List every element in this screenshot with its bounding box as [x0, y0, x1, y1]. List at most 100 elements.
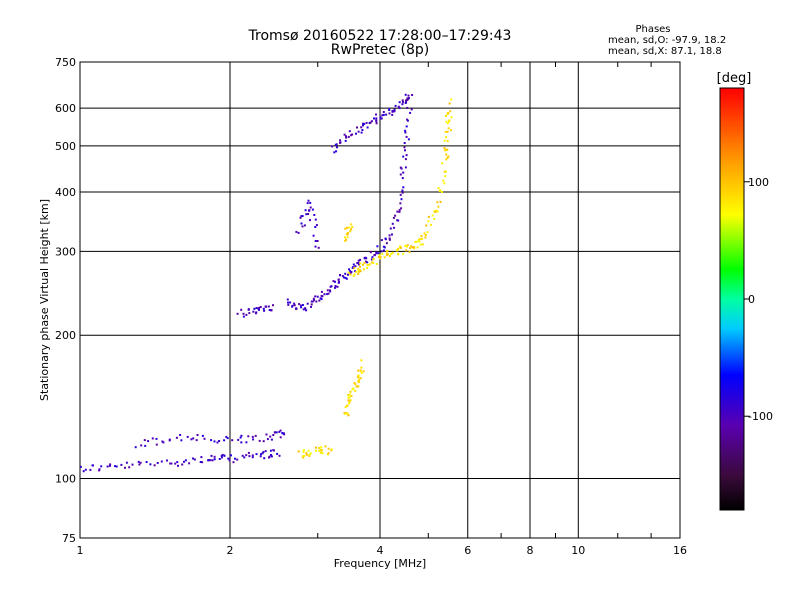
- o-mode-point: [218, 440, 221, 442]
- x-mode-point: [446, 148, 449, 151]
- o-mode-point: [315, 300, 318, 303]
- o-mode-point: [151, 437, 154, 440]
- o-mode-point: [404, 129, 407, 132]
- o-mode-point: [393, 110, 396, 113]
- o-mode-point: [216, 441, 219, 444]
- o-mode-point: [128, 466, 131, 469]
- o-mode-point: [254, 434, 257, 437]
- x-mode-point: [450, 116, 453, 119]
- x-mode-point: [346, 226, 349, 229]
- o-mode-point: [360, 126, 363, 129]
- o-mode-point: [168, 438, 171, 441]
- o-mode-point: [177, 464, 179, 467]
- o-mode-point: [281, 432, 284, 435]
- o-mode-point: [314, 245, 317, 248]
- x-mode-point: [344, 239, 347, 242]
- x-mode-point: [349, 399, 352, 402]
- o-mode-point: [192, 457, 194, 460]
- o-mode-point: [311, 208, 314, 211]
- o-mode-point: [317, 246, 320, 249]
- o-mode-point: [312, 234, 315, 237]
- o-mode-point: [313, 299, 315, 302]
- x-mode-point: [320, 449, 323, 452]
- o-mode-point: [320, 290, 323, 293]
- o-mode-point: [267, 305, 270, 308]
- o-mode-point: [291, 304, 294, 307]
- o-mode-point: [334, 285, 337, 288]
- o-mode-point: [383, 246, 386, 249]
- o-mode-point: [411, 94, 414, 96]
- o-mode-point: [400, 167, 403, 170]
- x-mode-point: [327, 452, 330, 455]
- x-mode-point: [417, 238, 420, 241]
- o-mode-point: [269, 435, 272, 438]
- x-mode-point: [414, 241, 417, 243]
- x-mode-point: [359, 270, 362, 273]
- o-mode-point: [397, 105, 400, 108]
- y-axis-ticks: 75 100 200 300 400 500 600 750: [55, 56, 76, 545]
- o-mode-point: [305, 309, 308, 312]
- o-mode-point: [409, 111, 412, 114]
- o-mode-point: [320, 294, 323, 297]
- x-mode-point: [372, 258, 375, 261]
- o-mode-point: [203, 437, 206, 440]
- o-mode-point: [261, 452, 264, 455]
- o-mode-point: [174, 462, 177, 465]
- o-mode-point: [279, 429, 282, 432]
- o-mode-point: [327, 292, 330, 295]
- o-mode-point: [357, 262, 360, 264]
- x-mode-point: [354, 389, 357, 392]
- o-mode-point: [375, 119, 378, 122]
- o-mode-point: [380, 117, 383, 120]
- o-mode-point: [308, 209, 311, 212]
- y-tick-label: 500: [55, 140, 76, 153]
- o-mode-point: [241, 454, 244, 457]
- o-mode-point: [251, 435, 254, 438]
- x-mode-point: [447, 112, 450, 114]
- grid-lines: [80, 62, 680, 538]
- o-mode-point: [382, 113, 385, 116]
- o-mode-point: [373, 117, 375, 120]
- o-mode-point: [396, 210, 399, 213]
- o-mode-point: [334, 286, 337, 289]
- o-mode-point: [193, 458, 196, 461]
- x-mode-point: [386, 250, 389, 252]
- x-mode-point: [446, 140, 449, 143]
- o-mode-point: [247, 451, 250, 454]
- x-mode-point: [449, 110, 452, 113]
- o-mode-point: [369, 251, 372, 254]
- o-mode-point: [336, 285, 339, 288]
- o-mode-point: [301, 225, 304, 228]
- o-mode-point: [200, 456, 203, 459]
- o-mode-point: [140, 444, 143, 447]
- o-mode-point: [166, 459, 168, 462]
- o-mode-point: [375, 251, 378, 254]
- o-mode-point: [349, 270, 352, 273]
- o-mode-point: [311, 300, 314, 303]
- x-mode-point: [308, 453, 311, 456]
- x-mode-point: [379, 257, 382, 260]
- x-mode-point: [434, 211, 437, 213]
- colorbar-tick-label: -100: [748, 410, 773, 423]
- x-tick-label: 2: [227, 544, 234, 557]
- o-mode-point: [345, 135, 347, 138]
- x-mode-point: [423, 232, 426, 235]
- o-mode-point: [399, 193, 402, 196]
- x-mode-point: [445, 158, 448, 161]
- x-mode-point: [408, 251, 411, 254]
- o-mode-point: [213, 440, 216, 443]
- o-mode-point: [134, 446, 137, 449]
- o-mode-point: [289, 301, 292, 304]
- o-mode-point: [336, 146, 338, 149]
- o-mode-point: [268, 456, 270, 459]
- o-mode-point: [380, 239, 383, 242]
- o-mode-point: [381, 114, 384, 117]
- x-mode-point: [362, 370, 365, 373]
- x-mode-point: [448, 120, 450, 123]
- x-mode-point: [444, 175, 447, 178]
- o-mode-point: [406, 118, 409, 121]
- o-mode-point: [313, 214, 316, 216]
- x-mode-point: [431, 214, 434, 217]
- o-mode-point: [380, 250, 383, 253]
- colorbar: [deg] 100 0 -100: [717, 71, 773, 511]
